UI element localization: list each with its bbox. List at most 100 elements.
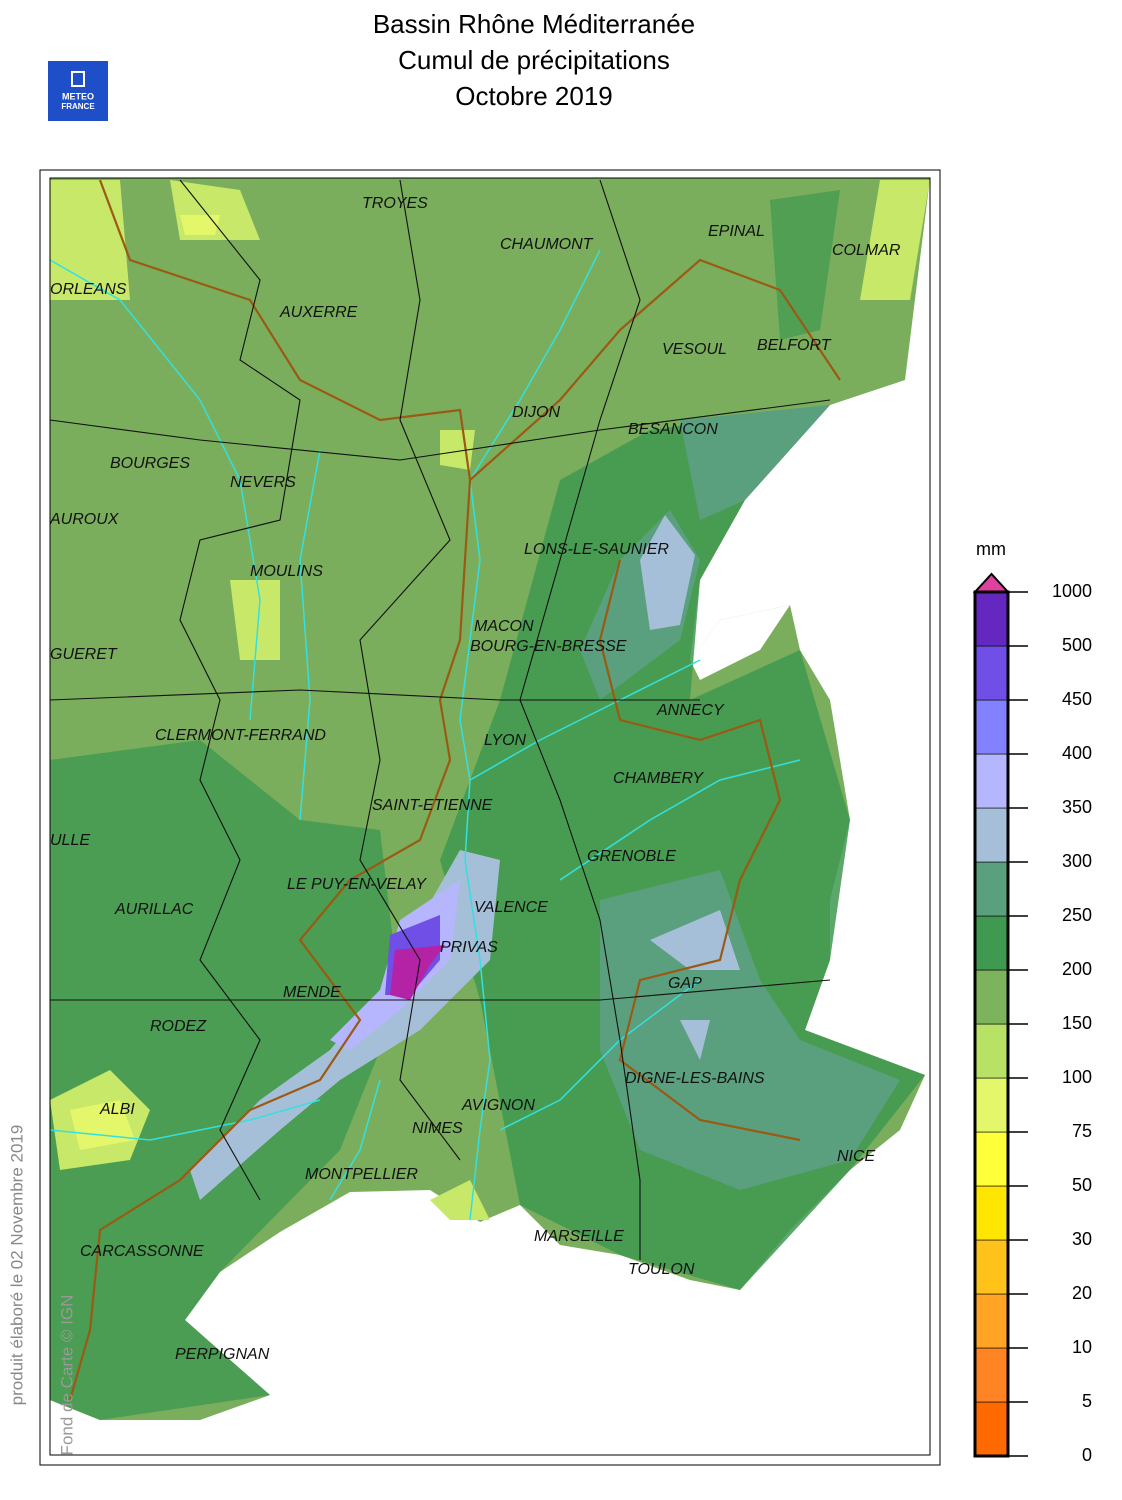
map: TROYES CHAUMONT EPINAL COLMAR ORLEANS AUXERRE… (49, 178, 930, 1420)
legend-tick-label: 75 (1072, 1121, 1092, 1141)
departments (50, 179, 831, 1260)
city-label: SAINT-ETIENNE (372, 797, 493, 814)
city-label: ULLE (50, 832, 90, 849)
city-label: NEVERS (230, 474, 296, 491)
legend-swatch (974, 969, 1009, 1025)
city-label: MENDE (283, 984, 341, 1001)
city-label: DIJON (512, 404, 560, 421)
legend-swatch (974, 807, 1009, 863)
zone-150-west (50, 740, 400, 1420)
city-label: NICE (837, 1148, 876, 1165)
production-note: produit élaboré le 02 Novembre 2019 (7, 1125, 26, 1406)
zone-75 (50, 180, 930, 1220)
city-labels: TROYES CHAUMONT EPINAL COLMAR ORLEANS AUXERRE… (49, 195, 901, 1363)
city-label: DIGNE-LES-BAINS (625, 1070, 765, 1087)
city-label: ANNECY (656, 702, 725, 719)
legend-swatch (974, 1131, 1009, 1187)
title-line: Octobre 2019 (455, 81, 613, 111)
city-label: LYON (484, 732, 527, 749)
city-label: LONS-LE-SAUNIER (524, 541, 669, 558)
city-label: VESOUL (662, 341, 727, 358)
city-label: GAP (668, 975, 702, 992)
city-label: CARCASSONNE (80, 1243, 204, 1260)
city-label: CHAUMONT (500, 236, 594, 253)
city-label: MARSEILLE (534, 1228, 624, 1245)
legend-swatch (974, 1023, 1009, 1079)
logo: METEO FRANCE (48, 61, 108, 121)
river (499, 759, 801, 1131)
city-label: PERPIGNAN (175, 1346, 270, 1363)
city-label: AUXERRE (279, 304, 358, 321)
city-label: TROYES (362, 195, 428, 212)
legend-tick-label: 300 (1062, 851, 1092, 871)
city-label: BOURGES (110, 455, 190, 472)
city-label: VALENCE (474, 899, 548, 916)
department-line (179, 179, 301, 1201)
city-label: GRENOBLE (587, 848, 676, 865)
legend-tick-label: 5 (1082, 1391, 1092, 1411)
legend-tick-label: 450 (1062, 689, 1092, 709)
city-label: AURILLAC (114, 901, 194, 918)
city-label: ORLEANS (50, 281, 127, 298)
legend-tick-label: 500 (1062, 635, 1092, 655)
city-label: BOURG-EN-BRESSE (470, 638, 627, 655)
outer-frame (39, 169, 941, 1466)
legend-tick-label: 1000 (1052, 581, 1092, 601)
inner-frame (49, 177, 931, 1456)
legend-swatch (974, 1401, 1009, 1457)
city-label: BESANCON (628, 421, 718, 438)
river (50, 1079, 381, 1201)
legend-unit: mm (976, 539, 1006, 559)
city-label: MACON (474, 618, 534, 635)
legend-tick-label: 30 (1072, 1229, 1092, 1249)
legend-swatch (974, 861, 1009, 917)
logo-text: FRANCE (61, 102, 95, 111)
city-label: PRIVAS (440, 939, 498, 956)
city-label: MONTPELLIER (305, 1166, 418, 1183)
boundary (598, 559, 801, 1142)
legend-tick-label: 350 (1062, 797, 1092, 817)
legend-swatch (974, 699, 1009, 755)
legend-swatch (974, 645, 1009, 701)
legend-tick-label: 200 (1062, 959, 1092, 979)
legend-tick-label: 20 (1072, 1283, 1092, 1303)
legend-tick-label: 0 (1082, 1445, 1092, 1465)
legend-swatch (974, 915, 1009, 971)
boundary (469, 258, 841, 481)
city-label: COLMAR (832, 242, 901, 259)
basin-boundary (68, 179, 841, 1401)
city-label: AVIGNON (461, 1097, 535, 1114)
city-label: AUROUX (49, 511, 120, 528)
city-label: TOULON (628, 1261, 695, 1278)
legend-swatch (974, 1239, 1009, 1295)
title-line: Cumul de précipitations (398, 45, 670, 75)
river (459, 249, 601, 861)
swiss (690, 605, 790, 680)
department-line (50, 399, 831, 1001)
basemap-credit: Fond de Carte © IGN (57, 1295, 76, 1456)
legend-swatch (974, 1347, 1009, 1403)
legend-tick-label: 250 (1062, 905, 1092, 925)
boundary (68, 179, 472, 1401)
legend-over-arrow (972, 572, 1011, 593)
legend-tick-label: 150 (1062, 1013, 1092, 1033)
legend-tick-label: 400 (1062, 743, 1092, 763)
river (464, 659, 701, 1221)
legend-tick-label: 50 (1072, 1175, 1092, 1195)
rivers (50, 249, 801, 1221)
legend: 0 5 10 20 30 50 75 100 150 200 250 300 350 400 450 500 1… (972, 572, 1092, 1465)
city-label: GUERET (50, 646, 118, 663)
city-label: BELFORT (757, 337, 832, 354)
legend-swatch (974, 591, 1009, 647)
city-label: MOULINS (250, 563, 323, 580)
legend-swatch (974, 1077, 1009, 1133)
logo-icon (71, 71, 85, 87)
legend-tick-label: 10 (1072, 1337, 1092, 1357)
legend-swatch (974, 1293, 1009, 1349)
city-label: RODEZ (150, 1018, 207, 1035)
legend-swatch (974, 1185, 1009, 1241)
city-label: ALBI (99, 1101, 135, 1118)
city-label: EPINAL (708, 223, 765, 240)
city-label: CHAMBERY (613, 770, 704, 787)
